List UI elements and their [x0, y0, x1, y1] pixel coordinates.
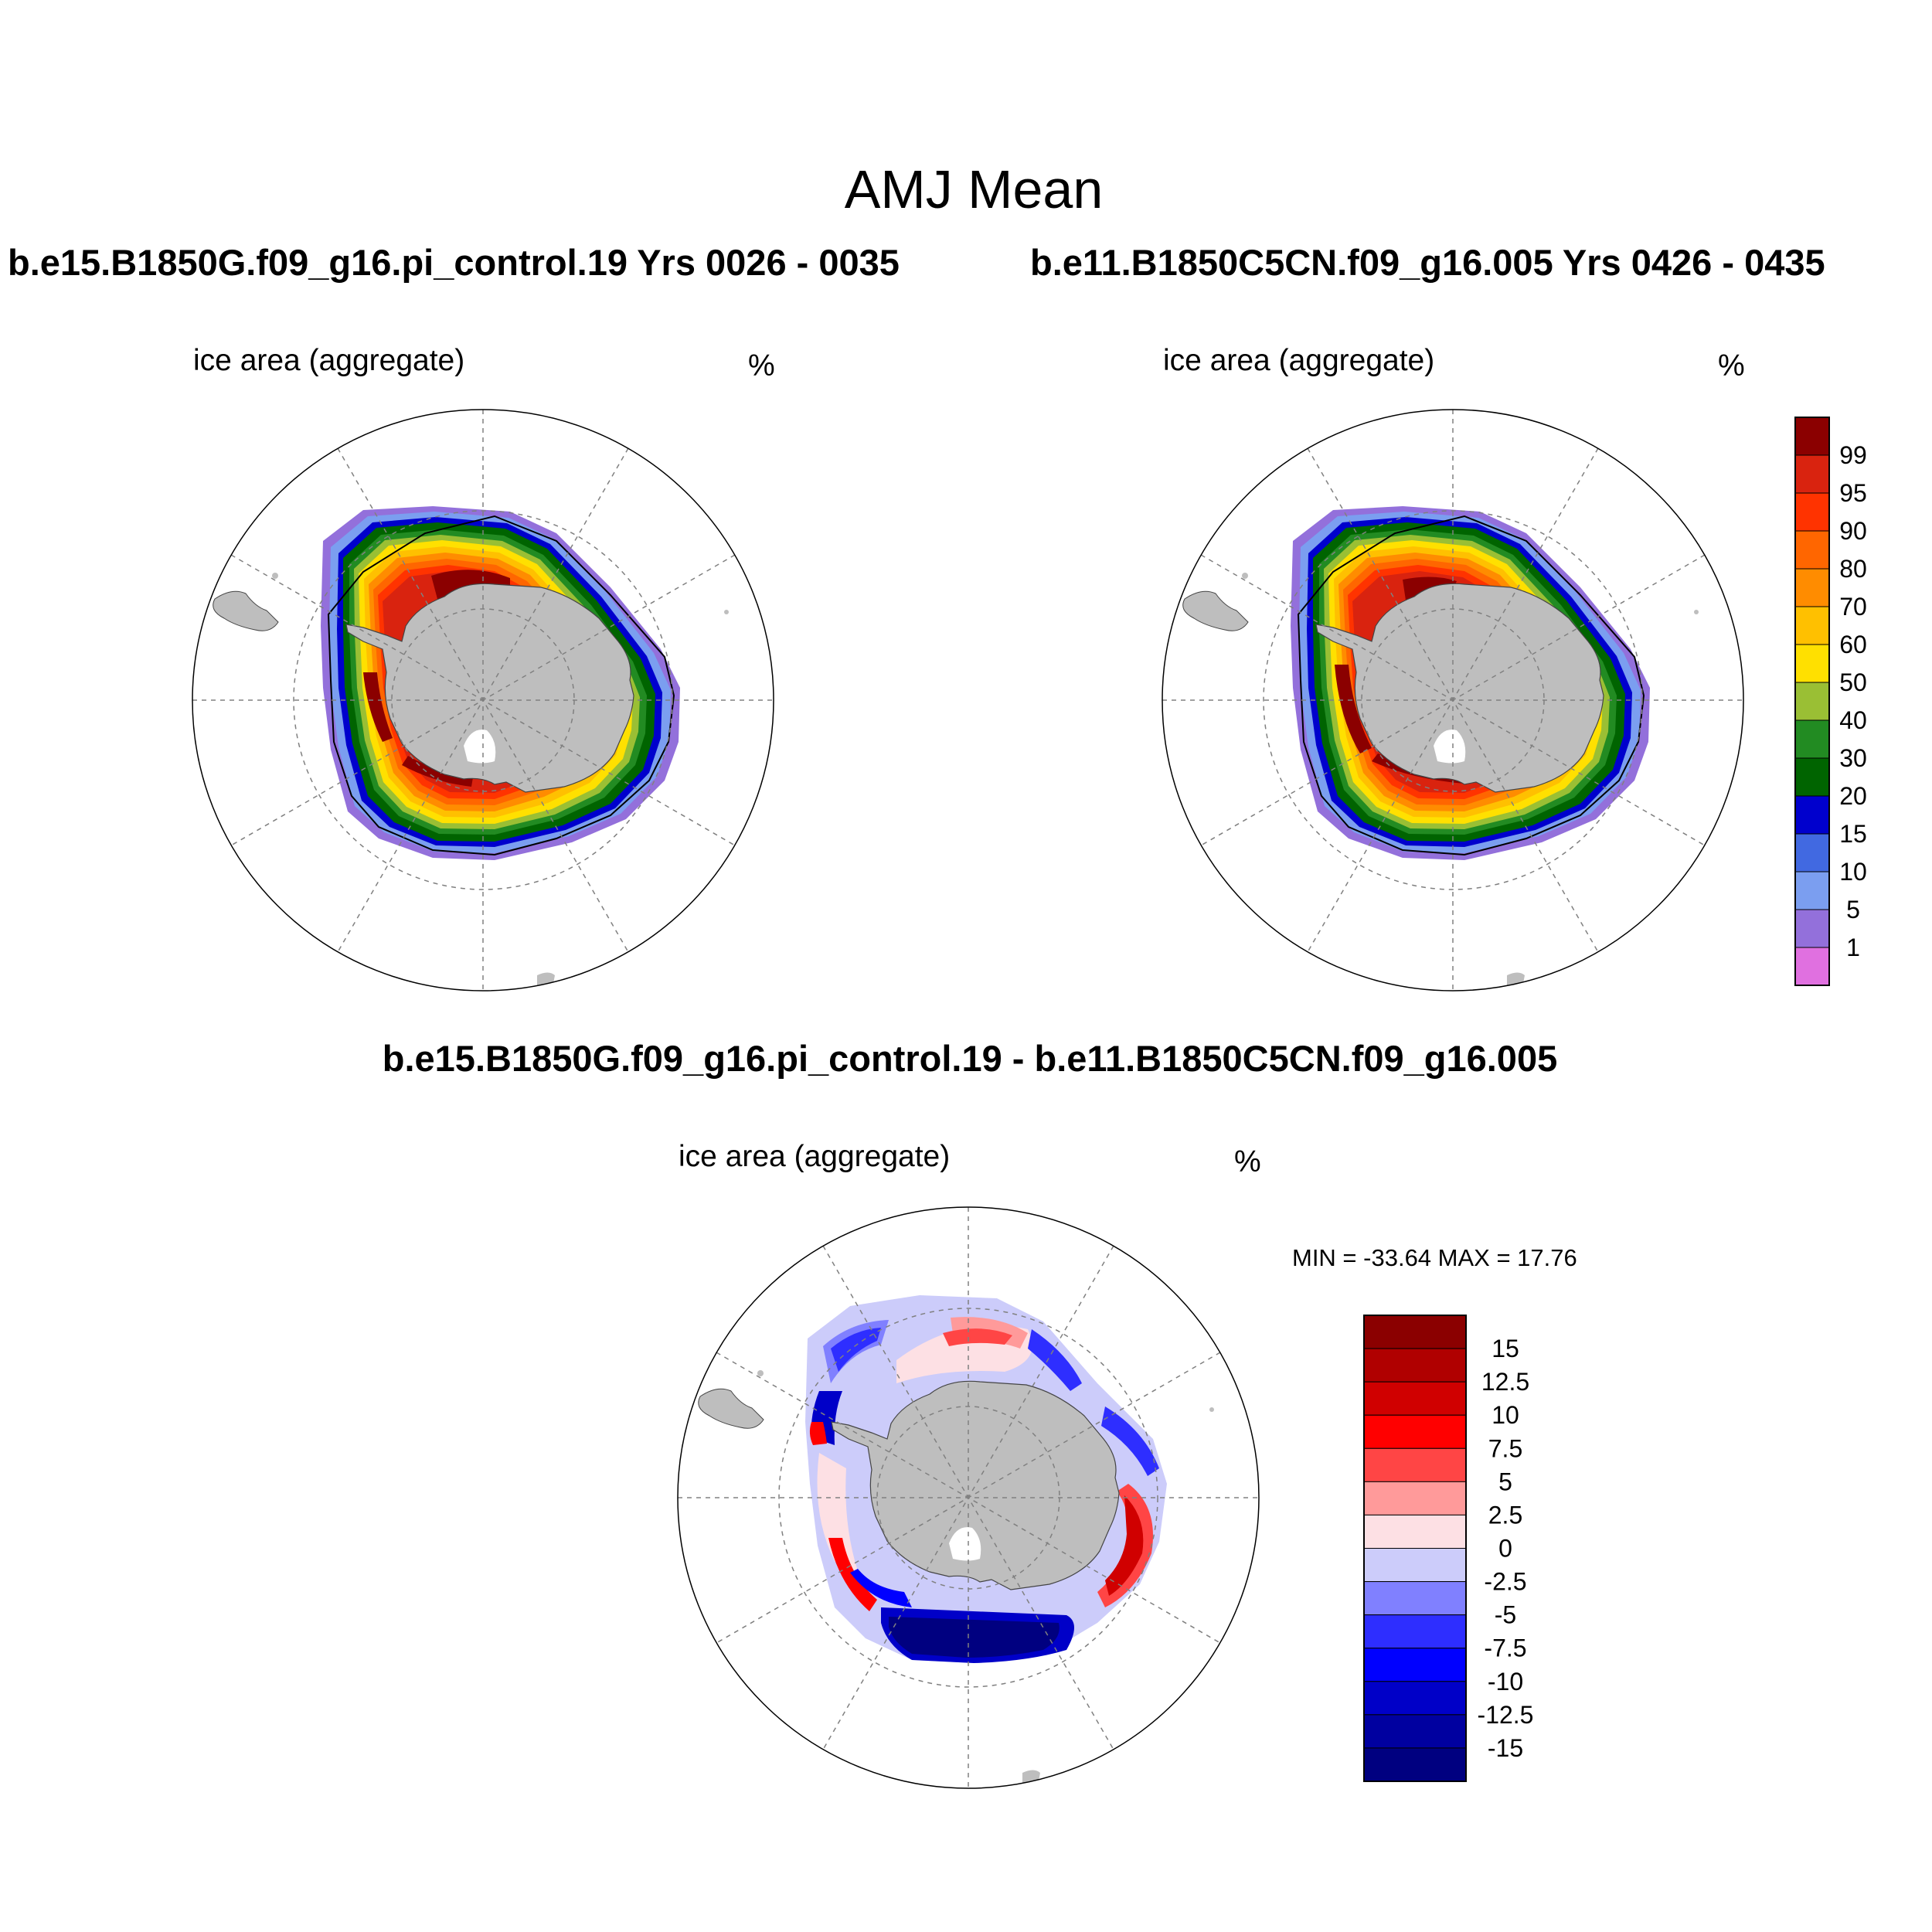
- colorbar-difference: 15 12.5 10 7.5 5 2.5 0 -2.5 -5 -7.5 -10 -12.5 -15: [1363, 1315, 1534, 1782]
- colorbar-main: 99 95 90 80 70 60 50 40 30 20 15 10 5 1: [1794, 417, 1867, 986]
- colorbar-main-tick-label: 90: [1839, 517, 1867, 545]
- colorbar-main-tick-label: 1: [1846, 934, 1860, 961]
- colorbar-difference-tick-label: -12.5: [1478, 1701, 1534, 1729]
- colorbar-main-swatch: [1794, 909, 1830, 948]
- panel-2-graticule: [1162, 410, 1743, 991]
- colorbar-difference-swatch: [1363, 1348, 1467, 1383]
- colorbar-main-tick-label: 70: [1839, 593, 1867, 621]
- colorbar-main-tick-label: 10: [1839, 858, 1867, 886]
- colorbar-difference-swatch: [1363, 1514, 1467, 1549]
- colorbar-main-swatch: [1794, 833, 1830, 872]
- colorbar-difference-tick-label: 7.5: [1488, 1434, 1522, 1462]
- panel-2-title: b.e11.B1850C5CN.f09_g16.005 Yrs 0426 - 0…: [1030, 242, 1825, 283]
- colorbar-difference-swatch: [1363, 1381, 1467, 1416]
- colorbar-main-swatch: [1794, 454, 1830, 494]
- colorbar-main-tick-label: 30: [1839, 744, 1867, 772]
- colorbar-main-frame: [1794, 417, 1830, 986]
- colorbar-main-swatch: [1794, 871, 1830, 910]
- colorbar-main-swatch: [1794, 795, 1830, 835]
- colorbar-main-swatch: [1794, 492, 1830, 532]
- colorbar-difference-tick-label: 10: [1492, 1401, 1519, 1429]
- colorbar-main-tick-label: 15: [1839, 820, 1867, 848]
- colorbar-main-tick-label: 80: [1839, 555, 1867, 583]
- colorbar-main-tick-label: 95: [1839, 479, 1867, 507]
- colorbar-difference-swatch: [1363, 1315, 1467, 1349]
- colorbar-main-tick-label: 99: [1839, 441, 1867, 469]
- panel-2-variable-label: ice area (aggregate): [1163, 344, 1435, 377]
- difference-antarctica-land: [698, 1370, 1214, 1785]
- colorbar-difference-swatch: [1363, 1747, 1467, 1782]
- colorbar-main-tick-label: 40: [1839, 706, 1867, 734]
- colorbar-main-swatch: [1794, 719, 1830, 759]
- colorbar-difference-swatch: [1363, 1548, 1467, 1583]
- panel-1-polar-map: [192, 409, 774, 992]
- colorbar-main-tick-label: 50: [1839, 668, 1867, 696]
- colorbar-main-swatch: [1794, 606, 1830, 645]
- colorbar-difference-tick-label: 15: [1492, 1335, 1519, 1362]
- panel-1-antarctica-land: [213, 573, 729, 988]
- colorbar-difference-tick-label: -2.5: [1484, 1568, 1526, 1596]
- colorbar-main-tick-label: 5: [1846, 896, 1860, 923]
- colorbar-difference-swatch: [1363, 1614, 1467, 1649]
- colorbar-main-swatch: [1794, 530, 1830, 570]
- colorbar-difference-tick-label: -7.5: [1484, 1634, 1526, 1662]
- colorbar-difference-swatch: [1363, 1481, 1467, 1515]
- colorbar-difference-tick-label: 2.5: [1488, 1501, 1522, 1529]
- colorbar-main-swatch: [1794, 568, 1830, 607]
- difference-graticule: [678, 1207, 1259, 1788]
- colorbar-main-swatch: [1794, 644, 1830, 683]
- difference-min-max-stats: MIN = -33.64 MAX = 17.76: [1292, 1244, 1577, 1271]
- colorbar-difference-tick-label: 12.5: [1481, 1368, 1529, 1396]
- panel-1-title: b.e15.B1850G.f09_g16.pi_control.19 Yrs 0…: [8, 242, 900, 283]
- colorbar-main-tick-label: 20: [1839, 782, 1867, 810]
- colorbar-difference-tick-label: -15: [1488, 1734, 1523, 1762]
- colorbar-difference-tick-label: -10: [1488, 1668, 1523, 1696]
- difference-variable-label: ice area (aggregate): [679, 1140, 951, 1173]
- colorbar-difference-tick-label: 0: [1498, 1535, 1512, 1563]
- colorbar-difference-tick-label: 5: [1498, 1468, 1512, 1495]
- colorbar-difference-tick-label: -5: [1495, 1601, 1516, 1629]
- main-title: AMJ Mean: [844, 159, 1104, 219]
- panel-2-units-label: %: [1718, 349, 1745, 383]
- colorbar-difference-frame: [1363, 1315, 1467, 1782]
- colorbar-difference-swatch: [1363, 1447, 1467, 1482]
- colorbar-difference-swatch: [1363, 1581, 1467, 1616]
- panel-2-polar-map: [1162, 409, 1744, 992]
- colorbar-main-tick-label: 60: [1839, 631, 1867, 658]
- colorbar-difference-swatch: [1363, 1414, 1467, 1449]
- colorbar-main-swatch: [1794, 682, 1830, 721]
- colorbar-main-swatch: [1794, 947, 1830, 986]
- difference-units-label: %: [1234, 1145, 1261, 1179]
- panel-1-graticule: [192, 410, 774, 991]
- panel-1-variable-label: ice area (aggregate): [193, 344, 465, 377]
- colorbar-main-swatch: [1794, 757, 1830, 797]
- panel-1-units-label: %: [748, 349, 775, 383]
- colorbar-difference-swatch: [1363, 1648, 1467, 1682]
- colorbar-difference-swatch: [1363, 1714, 1467, 1749]
- difference-polar-map: [677, 1206, 1260, 1789]
- panel-2-antarctica-land: [1182, 573, 1699, 988]
- colorbar-main-swatch: [1794, 417, 1830, 456]
- difference-title: b.e15.B1850G.f09_g16.pi_control.19 - b.e…: [382, 1038, 1558, 1079]
- colorbar-difference-swatch: [1363, 1681, 1467, 1716]
